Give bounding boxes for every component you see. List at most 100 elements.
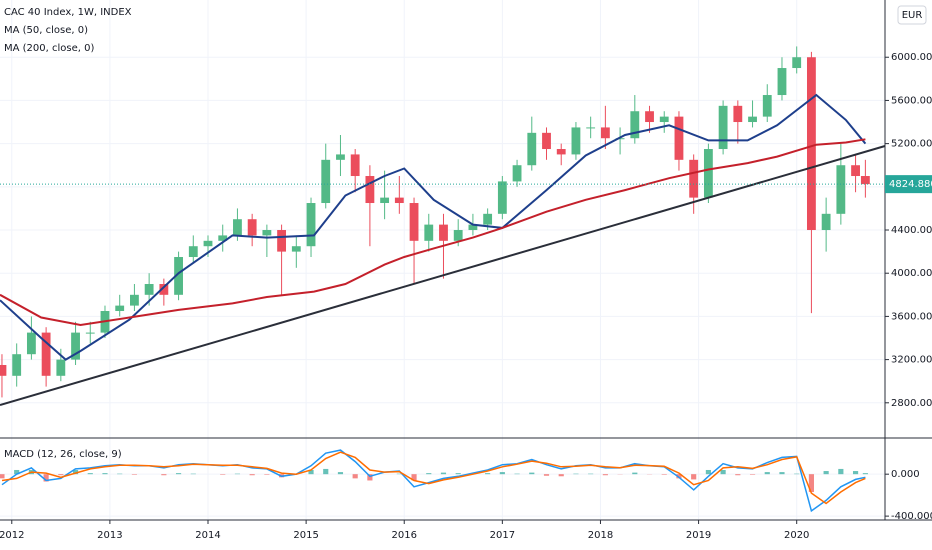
y-tick-label: 3600.000 [891, 311, 932, 322]
candle-body [56, 359, 66, 376]
candle-body [233, 219, 242, 236]
histogram-bar [514, 473, 520, 475]
histogram-bar [426, 473, 432, 475]
trendline [0, 145, 886, 406]
indicator-line [1, 451, 866, 505]
candle-body [218, 235, 228, 241]
y-tick-label: 5600.000 [891, 95, 932, 106]
histogram-bar [43, 474, 49, 482]
x-tick-label: 2013 [97, 530, 122, 541]
histogram-bar [573, 473, 579, 475]
histogram-bar [588, 473, 594, 475]
histogram-bar [440, 472, 447, 475]
histogram-bar [102, 473, 108, 475]
histogram-bar [190, 473, 196, 475]
histogram-bar [234, 473, 241, 475]
candle-body [380, 197, 390, 204]
histogram-bar [558, 474, 564, 477]
candle-body [851, 165, 860, 177]
histogram-bar [396, 473, 402, 475]
histogram-bar [367, 474, 373, 481]
candle-body [321, 159, 331, 204]
chart-title: CAC 40 Index, 1W, INDEX [4, 7, 132, 18]
candle-body [468, 224, 478, 231]
y-tick-label: 0.000 [891, 469, 920, 480]
histogram-bar [543, 474, 550, 476]
y-tick-label: -400.000 [891, 511, 932, 522]
histogram-bar [691, 474, 697, 480]
x-tick-label: 2012 [0, 530, 25, 541]
histogram-bar [794, 473, 800, 475]
histogram-bar [823, 471, 829, 475]
axes: 2012 2013 2014 2015 2016 2017 2018 2019 2020 2800… [0, 52, 932, 541]
histogram-bar [14, 469, 20, 475]
candle-body [806, 57, 816, 231]
histogram-bar [705, 469, 711, 475]
histogram-bar [852, 471, 859, 475]
histogram-bar [58, 474, 64, 476]
last-price-label: 4824.880 [889, 179, 932, 190]
candle-body [674, 116, 684, 160]
candle-body [291, 246, 301, 252]
candle-body [645, 111, 654, 123]
histogram-bar [0, 474, 5, 479]
candle-body [659, 116, 669, 123]
x-tick-label: 2017 [490, 530, 515, 541]
candle-body [350, 154, 360, 177]
candle-body [600, 127, 610, 139]
candle-body [365, 176, 375, 204]
x-tick-label: 2014 [195, 530, 220, 541]
histogram-bar [72, 469, 79, 475]
candle-body [821, 213, 831, 231]
candle-body [439, 224, 448, 241]
candle-body [336, 154, 345, 160]
candle-body [556, 149, 566, 155]
histogram-bar [720, 469, 726, 475]
candle-body [0, 365, 7, 376]
x-tick-label: 2020 [784, 530, 809, 541]
candle-body [689, 159, 699, 198]
histogram-bar [632, 472, 638, 475]
candle-body [527, 132, 537, 166]
histogram-bar [838, 468, 844, 475]
candle-body [762, 95, 772, 117]
candle-body [409, 203, 419, 241]
histogram-bar [264, 474, 270, 475]
candle-body [860, 176, 870, 185]
candle-body [12, 354, 22, 376]
currency[interactable]: EUR [902, 10, 923, 21]
histogram-bar [529, 472, 535, 475]
currency-box[interactable] [897, 5, 927, 25]
candle-body [394, 197, 404, 204]
x-tick-label: 2016 [392, 530, 417, 541]
candle-body [571, 127, 581, 155]
candle-body [542, 132, 551, 150]
indicator-title: MACD (12, 26, close, 9) [4, 449, 122, 460]
histogram-bar [676, 474, 682, 479]
candle-body [26, 332, 36, 355]
histogram-bar [337, 472, 344, 475]
candle-body [718, 105, 728, 150]
histogram-bar [352, 474, 358, 479]
x-tick-label: 2019 [686, 530, 711, 541]
histogram-bar [131, 474, 137, 475]
candle-body [144, 284, 154, 295]
candle-body [630, 111, 640, 139]
histogram-bar [485, 473, 491, 475]
candle-body [424, 224, 434, 241]
candle-body [836, 165, 846, 214]
legend-entry: MA (50, close, 0) [4, 25, 88, 36]
candle-body [512, 165, 522, 182]
histogram-bar [87, 473, 93, 475]
histogram-bar [117, 473, 123, 475]
histogram-bar [411, 474, 417, 481]
candle-body [277, 230, 287, 252]
candle-body [306, 203, 316, 247]
histogram-bar [602, 474, 608, 476]
candle-body [188, 246, 198, 258]
moving-average [0, 93, 867, 361]
candle-body [453, 230, 463, 241]
